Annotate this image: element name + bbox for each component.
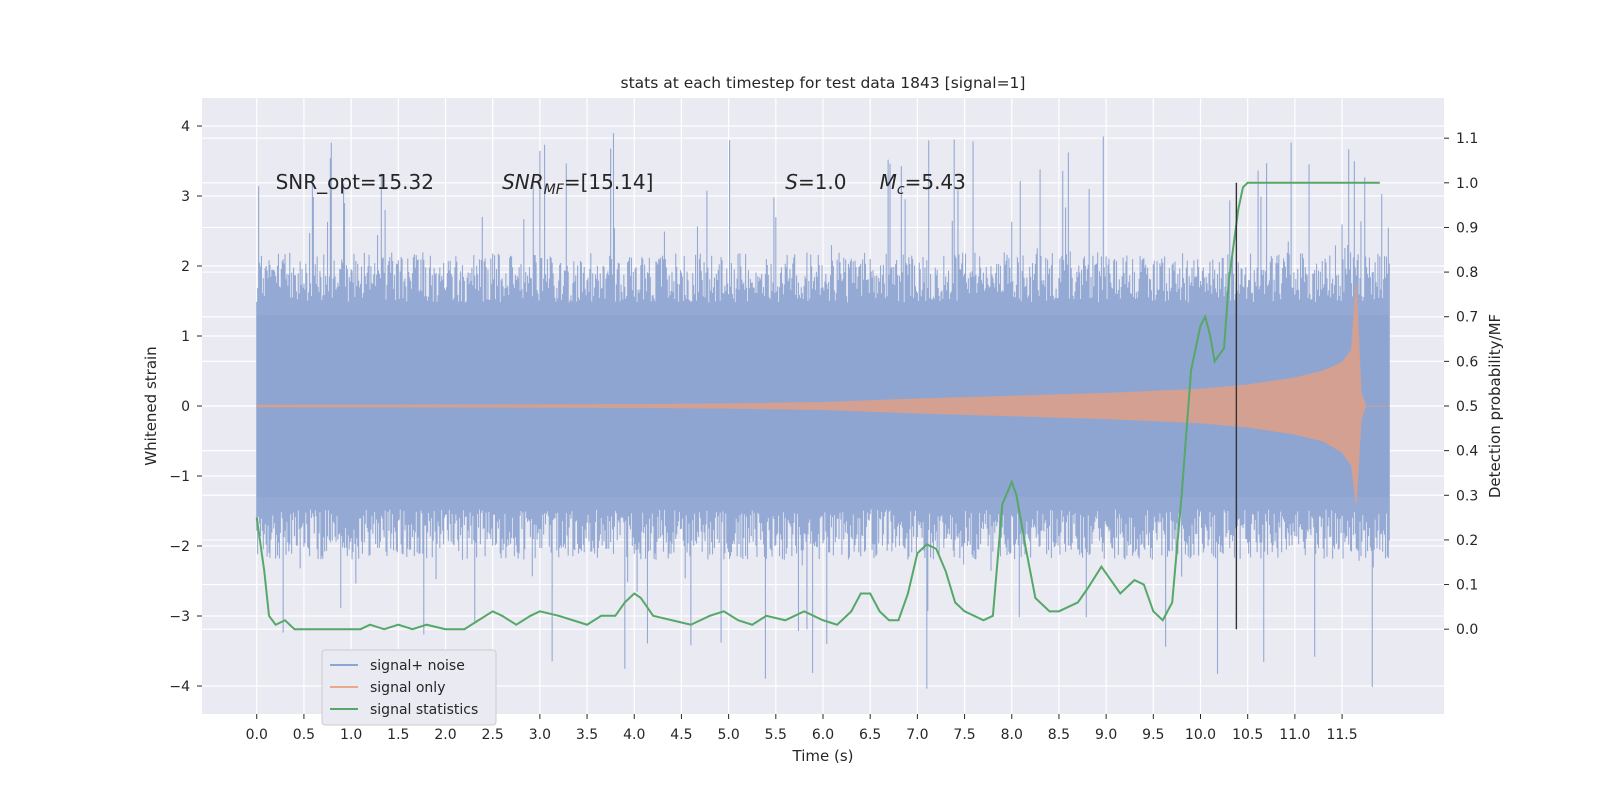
x-tick-label: 9.5 [1142,727,1164,743]
x-tick-label: 9.0 [1095,727,1117,743]
y-tick-label: −1 [169,469,190,485]
x-tick-label: 7.5 [953,727,975,743]
x-tick-label: 3.5 [576,727,598,743]
x-tick-label: 0.5 [293,727,315,743]
x-tick-label: 11.5 [1326,727,1357,743]
legend-label-signal-only: signal only [370,680,445,696]
x-tick-label: 2.0 [434,727,456,743]
right-y-tick-label: 0.3 [1456,488,1478,504]
annotations: SNR_opt=15.32 SNRMF=[15.14] S=1.0 Mc=5.43 [276,170,966,198]
y-tick-label: 1 [181,329,190,345]
x-tick-label: 4.5 [670,727,692,743]
right-y-tick-label: 0.8 [1456,265,1478,281]
signal-only-envelope [256,283,1390,505]
right-y-tick-label: 0.6 [1456,354,1478,370]
right-y-tick-label: 0.9 [1456,220,1478,236]
x-tick-label: 5.0 [717,727,739,743]
right-y-tick-label: 0.1 [1456,578,1478,594]
y-tick-label: 4 [181,119,190,135]
right-y-tick-label: 0.4 [1456,444,1478,460]
x-tick-label: 6.5 [859,727,881,743]
x-tick-label: 8.5 [1048,727,1070,743]
x-tick-label: 11.0 [1279,727,1310,743]
y-tick-label: −4 [169,679,190,695]
right-y-tick-label: 0.2 [1456,533,1478,549]
x-tick-label: 7.0 [906,727,928,743]
x-tick-label: 2.5 [482,727,504,743]
x-axis-ticks: 0.0 0.5 1.0 1.5 2.0 2.5 3.0 3.5 4.0 4.5 5.0 5.5 6.0 6… [246,714,1358,743]
signal-statistics-line [255,181,1380,631]
signal-only-series [256,283,1390,505]
legend-box [321,649,497,726]
x-tick-label: 10.5 [1232,727,1263,743]
right-y-tick-label: 1.0 [1456,176,1478,192]
annotation-text: SNRMF=[15.14] [502,170,653,198]
x-tick-label: 8.0 [1001,727,1023,743]
x-tick-label: 10.0 [1185,727,1216,743]
signal-statistics-series [255,181,1380,631]
x-tick-label: 0.0 [246,727,268,743]
legend: signal+ noise signal only signal statist… [321,649,497,726]
y-tick-label: −2 [169,539,190,555]
right-y-axis-ticks: 0.0 0.1 0.2 0.3 0.4 0.5 0.6 0.7 0.8 0.9 1.0 1.1 [1444,131,1478,638]
y-tick-label: 0 [181,399,190,415]
x-tick-label: 5.5 [765,727,787,743]
annotation-text: S=1.0 [785,170,846,194]
right-y-tick-label: 1.1 [1456,131,1478,147]
annotation-text: Mc=5.43 [880,170,966,198]
x-tick-label: 3.0 [529,727,551,743]
x-tick-label: 4.0 [623,727,645,743]
right-y-tick-label: 0.7 [1456,310,1478,326]
y-axis-ticks: −4 −3 −2 −1 0 1 2 3 4 [169,119,202,695]
y-tick-label: 3 [181,189,190,205]
right-y-tick-label: 0.5 [1456,399,1478,415]
y-tick-label: 2 [181,259,190,275]
x-tick-label: 1.5 [387,727,409,743]
annotation-text: SNR_opt=15.32 [276,170,434,194]
x-tick-label: 1.0 [340,727,362,743]
x-tick-label: 6.0 [812,727,834,743]
y-axis-label: Whitened strain [142,346,160,465]
chart-title: stats at each timestep for test data 184… [621,74,1026,92]
right-y-axis-label: Detection probability/MF [1486,314,1504,498]
y-tick-label: −3 [169,609,190,625]
legend-label-signal-noise: signal+ noise [370,658,465,674]
right-y-tick-label: 0.0 [1456,622,1478,638]
legend-label-signal-statistics: signal statistics [370,702,478,718]
x-axis-label: Time (s) [792,747,854,765]
